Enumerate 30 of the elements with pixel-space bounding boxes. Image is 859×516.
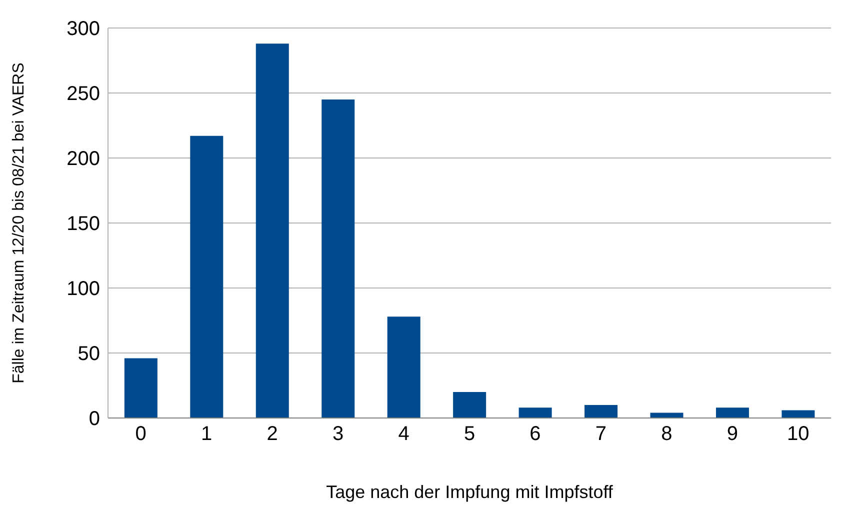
x-tick-label: 0: [135, 423, 146, 446]
bar: [387, 316, 420, 418]
x-tick-label: 1: [201, 423, 212, 446]
x-tick-label: 5: [464, 423, 476, 446]
y-tick-label: 200: [66, 148, 100, 170]
bar: [716, 408, 749, 418]
bar: [584, 405, 618, 418]
x-tick-label: 10: [787, 423, 810, 446]
x-tick-label: 9: [726, 423, 738, 446]
x-tick-label: 3: [332, 423, 344, 446]
y-tick-label: 0: [88, 408, 100, 430]
y-tick-label: 300: [66, 18, 100, 40]
x-tick-label: 8: [661, 423, 672, 446]
y-axis-title: Fälle im Zeitraum 12/20 bis 08/21 bei VAERS: [10, 62, 28, 384]
x-tick-label: 7: [595, 423, 607, 446]
x-tick-label: 2: [266, 423, 278, 446]
bar: [124, 358, 158, 418]
bar: [518, 408, 552, 418]
x-tick-label: 4: [398, 423, 410, 446]
x-tick-label: 6: [530, 423, 541, 446]
y-tick-label: 150: [66, 213, 100, 236]
y-tick-label: 250: [66, 83, 100, 106]
bar: [782, 410, 815, 418]
bar: [453, 392, 486, 418]
y-tick-label: 50: [78, 343, 100, 366]
bar: [190, 136, 224, 418]
y-tick-label: 100: [66, 278, 100, 300]
bar: [322, 100, 355, 418]
bar: [256, 44, 289, 418]
x-axis-title: Tage nach der Impfung mit Impfstoff: [326, 482, 614, 502]
